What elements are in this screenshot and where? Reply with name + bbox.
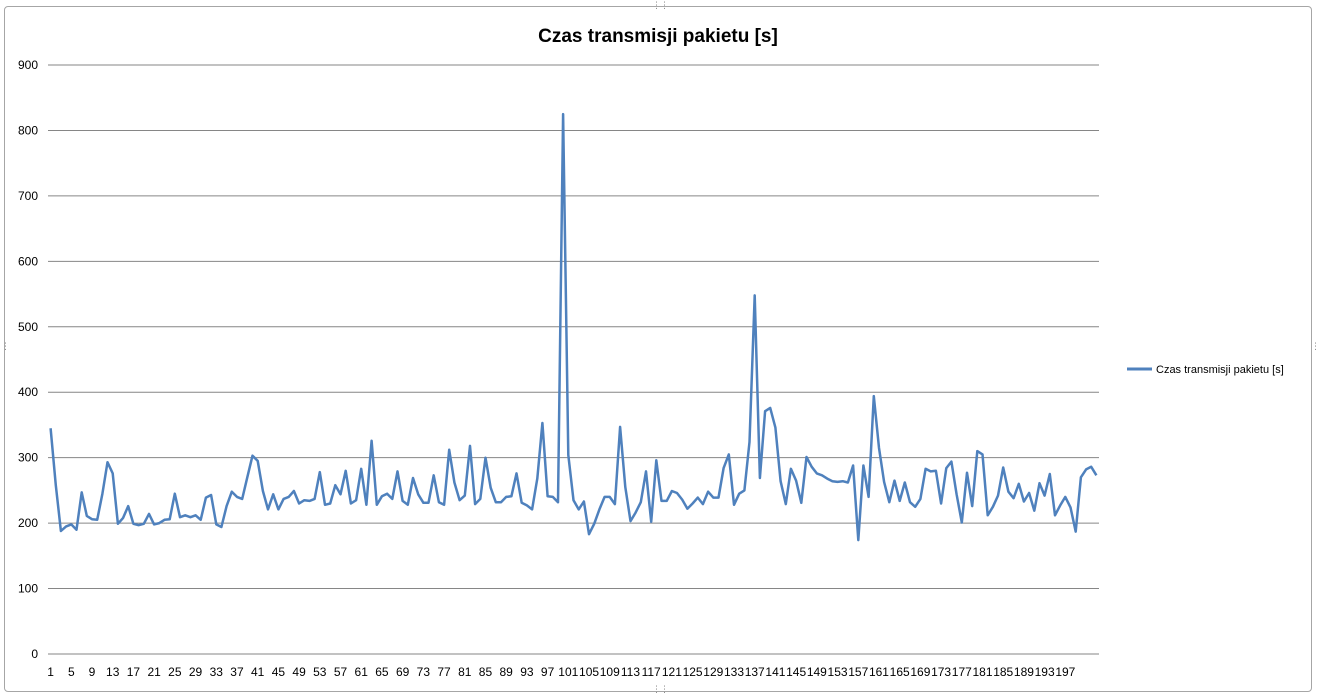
x-tick-label: 9 [89, 665, 96, 679]
resize-handle-top[interactable]: ⋮⋮ [652, 1, 669, 11]
gridlines [48, 64, 1099, 590]
x-tick-label: 33 [210, 665, 224, 679]
x-tick-label: 177 [952, 665, 972, 679]
y-tick-label: 700 [18, 189, 38, 203]
series-lines [49, 112, 1098, 542]
chart-area[interactable] [4, 6, 1312, 692]
x-tick-label: 113 [621, 665, 640, 679]
x-tick-label: 93 [520, 665, 534, 679]
y-tick-label: 300 [18, 451, 38, 465]
y-axis-tick-labels: 0 100 200 300 400 500 600 700 800 900 [18, 58, 38, 661]
y-tick-label: 100 [18, 582, 38, 596]
x-tick-label: 137 [745, 665, 765, 679]
x-tick-label: 189 [1014, 665, 1034, 679]
y-tick-label: 600 [18, 254, 38, 268]
x-tick-label: 41 [251, 665, 265, 679]
x-tick-label: 85 [479, 665, 493, 679]
resize-handle-left[interactable]: ⋮ [1, 342, 10, 352]
x-tick-label: 181 [972, 665, 992, 679]
x-tick-label: 101 [558, 665, 578, 679]
x-tick-label: 57 [334, 665, 348, 679]
x-tick-label: 169 [910, 665, 930, 679]
resize-handle-right[interactable]: ⋮ [1311, 342, 1317, 352]
x-tick-label: 49 [292, 665, 306, 679]
x-tick-label: 73 [417, 665, 431, 679]
x-tick-label: 197 [1055, 665, 1075, 679]
y-tick-label: 500 [18, 320, 38, 334]
y-tick-label: 0 [31, 647, 38, 661]
x-tick-label: 129 [703, 665, 723, 679]
x-tick-label: 97 [541, 665, 555, 679]
x-tick-label: 13 [106, 665, 120, 679]
x-tick-label: 65 [375, 665, 389, 679]
series-line [49, 112, 1098, 542]
y-tick-label: 400 [18, 385, 38, 399]
x-tick-label: 29 [189, 665, 203, 679]
x-tick-label: 53 [313, 665, 327, 679]
x-tick-label: 121 [662, 665, 682, 679]
x-tick-label: 37 [230, 665, 244, 679]
x-tick-label: 141 [765, 665, 785, 679]
x-tick-label: 45 [272, 665, 286, 679]
x-tick-label: 105 [579, 665, 599, 679]
chart-title: Czas transmisji pakietu [s] [538, 26, 778, 47]
x-tick-label: 173 [931, 665, 951, 679]
x-tick-label: 165 [890, 665, 910, 679]
y-tick-label: 800 [18, 123, 38, 137]
x-tick-label: 17 [127, 665, 141, 679]
x-tick-label: 161 [869, 665, 889, 679]
x-tick-label: 77 [437, 665, 451, 679]
x-tick-label: 149 [807, 665, 827, 679]
x-tick-label: 109 [600, 665, 620, 679]
legend-label: Czas transmisji pakietu [s] [1156, 364, 1284, 376]
y-tick-label: 900 [18, 58, 38, 72]
x-tick-label: 153 [828, 665, 848, 679]
x-tick-label: 61 [355, 665, 369, 679]
x-tick-label: 1 [47, 665, 54, 679]
x-tick-label: 81 [458, 665, 472, 679]
x-tick-label: 25 [168, 665, 182, 679]
x-tick-label: 133 [724, 665, 744, 679]
x-tick-label: 117 [642, 665, 661, 679]
x-tick-label: 185 [993, 665, 1013, 679]
y-tick-label: 200 [18, 516, 38, 530]
resize-handle-bottom[interactable]: ⋮⋮ [652, 685, 669, 695]
x-axis-tick-labels: 1 5 9 13 17 21 25 29 33 37 41 45 49 53 57 61 65 69 73 77 81 8… [47, 665, 1075, 679]
x-tick-label: 193 [1035, 665, 1055, 679]
x-tick-label: 89 [500, 665, 514, 679]
x-tick-label: 69 [396, 665, 410, 679]
x-tick-label: 5 [68, 665, 75, 679]
x-tick-label: 145 [786, 665, 806, 679]
x-tick-label: 125 [683, 665, 703, 679]
x-tick-label: 21 [147, 665, 161, 679]
legend: Czas transmisji pakietu [s] [1127, 364, 1284, 376]
x-tick-label: 157 [848, 665, 868, 679]
